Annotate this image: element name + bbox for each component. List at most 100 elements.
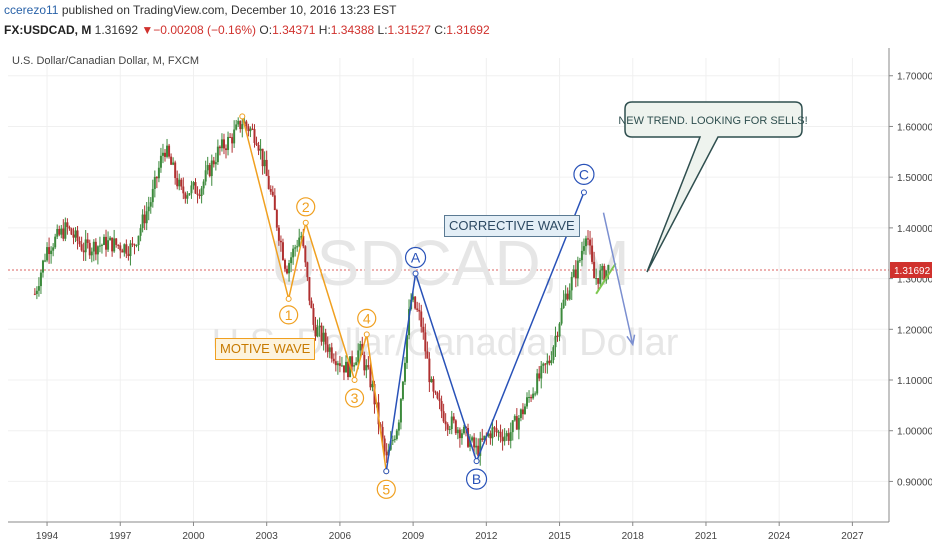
- candle-body: [448, 429, 451, 431]
- candle-body: [174, 162, 177, 179]
- candle-body: [263, 159, 266, 167]
- open-label: O:: [259, 23, 273, 37]
- candle-body: [507, 433, 510, 441]
- close-value: 1.31692: [446, 23, 490, 37]
- motive-label-3-circle: [344, 388, 365, 408]
- motive-wave-line-vertex: [302, 219, 309, 226]
- motive-label-1-text: 1: [285, 307, 293, 323]
- candle-body: [495, 428, 498, 433]
- corrective-wave-label: CORRECTIVE WAVE: [444, 215, 580, 237]
- candle-body: [74, 230, 77, 238]
- candle-body: [133, 244, 136, 246]
- candle-body: [143, 214, 146, 224]
- candle-body: [491, 427, 494, 439]
- candle-body: [336, 363, 339, 366]
- candle-body: [233, 129, 236, 144]
- corrective-label-B-circle: [465, 468, 488, 490]
- candle-body: [37, 286, 40, 291]
- x-tick-label: 2015: [548, 531, 571, 542]
- candle-body: [416, 308, 419, 310]
- candle-body: [428, 358, 431, 383]
- motive-wave-line-vertex: [239, 113, 246, 120]
- symbol-label: FX:USDCAD, M: [4, 23, 92, 37]
- motive-label-2-text: 2: [302, 199, 310, 215]
- candle-body: [275, 210, 278, 228]
- candle-body: [401, 381, 404, 400]
- candle-body: [503, 436, 506, 442]
- candle-body: [294, 247, 297, 249]
- candle-body: [220, 139, 223, 149]
- candle-body: [96, 246, 99, 255]
- candle-body: [424, 332, 427, 352]
- candle-body: [542, 363, 545, 366]
- candle-body: [509, 432, 512, 441]
- candle-body: [88, 242, 91, 256]
- candle-body: [406, 335, 409, 363]
- x-tick-label: 2021: [695, 531, 718, 542]
- candle-body: [521, 409, 524, 415]
- author-link[interactable]: ccerezo11: [4, 3, 59, 17]
- candle-body: [316, 327, 319, 337]
- chart-title: U.S. Dollar/Canadian Dollar, M, FXCM: [12, 55, 200, 67]
- last-price: 1.31692: [94, 23, 139, 37]
- candle-body: [235, 124, 238, 130]
- candle-body: [467, 427, 470, 447]
- candle-body: [139, 228, 142, 236]
- candle-body: [505, 433, 508, 437]
- candle-body: [391, 440, 394, 442]
- candle-body: [532, 393, 535, 399]
- candle-body: [251, 128, 254, 130]
- candle-body: [526, 397, 529, 407]
- motive-label-5-text: 5: [382, 481, 390, 497]
- candle-body: [560, 307, 563, 324]
- candle-body: [385, 451, 388, 456]
- candle-body: [536, 373, 539, 394]
- x-tick-label: 2000: [182, 531, 205, 542]
- candle-body: [212, 160, 215, 165]
- callout-text: NEW TREND. LOOKING FOR SELLS!: [618, 115, 807, 127]
- candle-body: [188, 193, 191, 196]
- y-tick-label: 1.00000: [897, 427, 932, 438]
- y-tick-label: 1.50000: [897, 173, 932, 184]
- trend-line: [595, 262, 617, 295]
- candle-body: [556, 335, 559, 337]
- candle-body: [200, 188, 203, 196]
- price-chart[interactable]: USDCAD, M U.S. Dollar/Canadian Dollar 12…: [0, 44, 932, 550]
- candle-body: [550, 360, 553, 364]
- candle-body: [570, 276, 573, 291]
- candle-body: [216, 146, 219, 163]
- candle-body: [322, 332, 325, 342]
- candle-body: [129, 243, 132, 257]
- candle-body: [145, 211, 148, 224]
- candle-body: [599, 270, 602, 284]
- forecast-arrow: [602, 212, 634, 345]
- candle-body: [178, 179, 181, 187]
- candle-body: [125, 244, 128, 254]
- candle-body: [41, 260, 44, 273]
- motive-wave-line-vertex: [351, 377, 358, 384]
- candle-body: [548, 360, 551, 364]
- candle-body: [371, 384, 374, 388]
- candle-body: [564, 293, 567, 300]
- current-price-tag: [890, 262, 932, 279]
- candle-body: [517, 418, 520, 430]
- candle-body: [261, 148, 264, 167]
- candle-body: [281, 242, 284, 260]
- candle-body: [479, 438, 482, 456]
- candle-body: [164, 152, 167, 157]
- candle-body: [399, 399, 402, 423]
- candle-body: [155, 176, 158, 179]
- candle-body: [501, 437, 504, 442]
- candle-body: [347, 361, 350, 378]
- candle-body: [176, 178, 179, 187]
- candle-body: [109, 237, 112, 241]
- corrective-label-C-text: C: [579, 166, 589, 182]
- y-tick-label: 0.90000: [897, 477, 932, 488]
- motive-wave-label: MOTIVE WAVE: [215, 338, 316, 360]
- candle-body: [222, 139, 225, 149]
- wave-lines: 1 2 3 4 5 A B C: [239, 113, 636, 499]
- candle-body: [310, 300, 313, 309]
- motive-label-4-circle: [357, 308, 377, 328]
- candle-body: [98, 245, 101, 247]
- candle-body: [159, 155, 162, 168]
